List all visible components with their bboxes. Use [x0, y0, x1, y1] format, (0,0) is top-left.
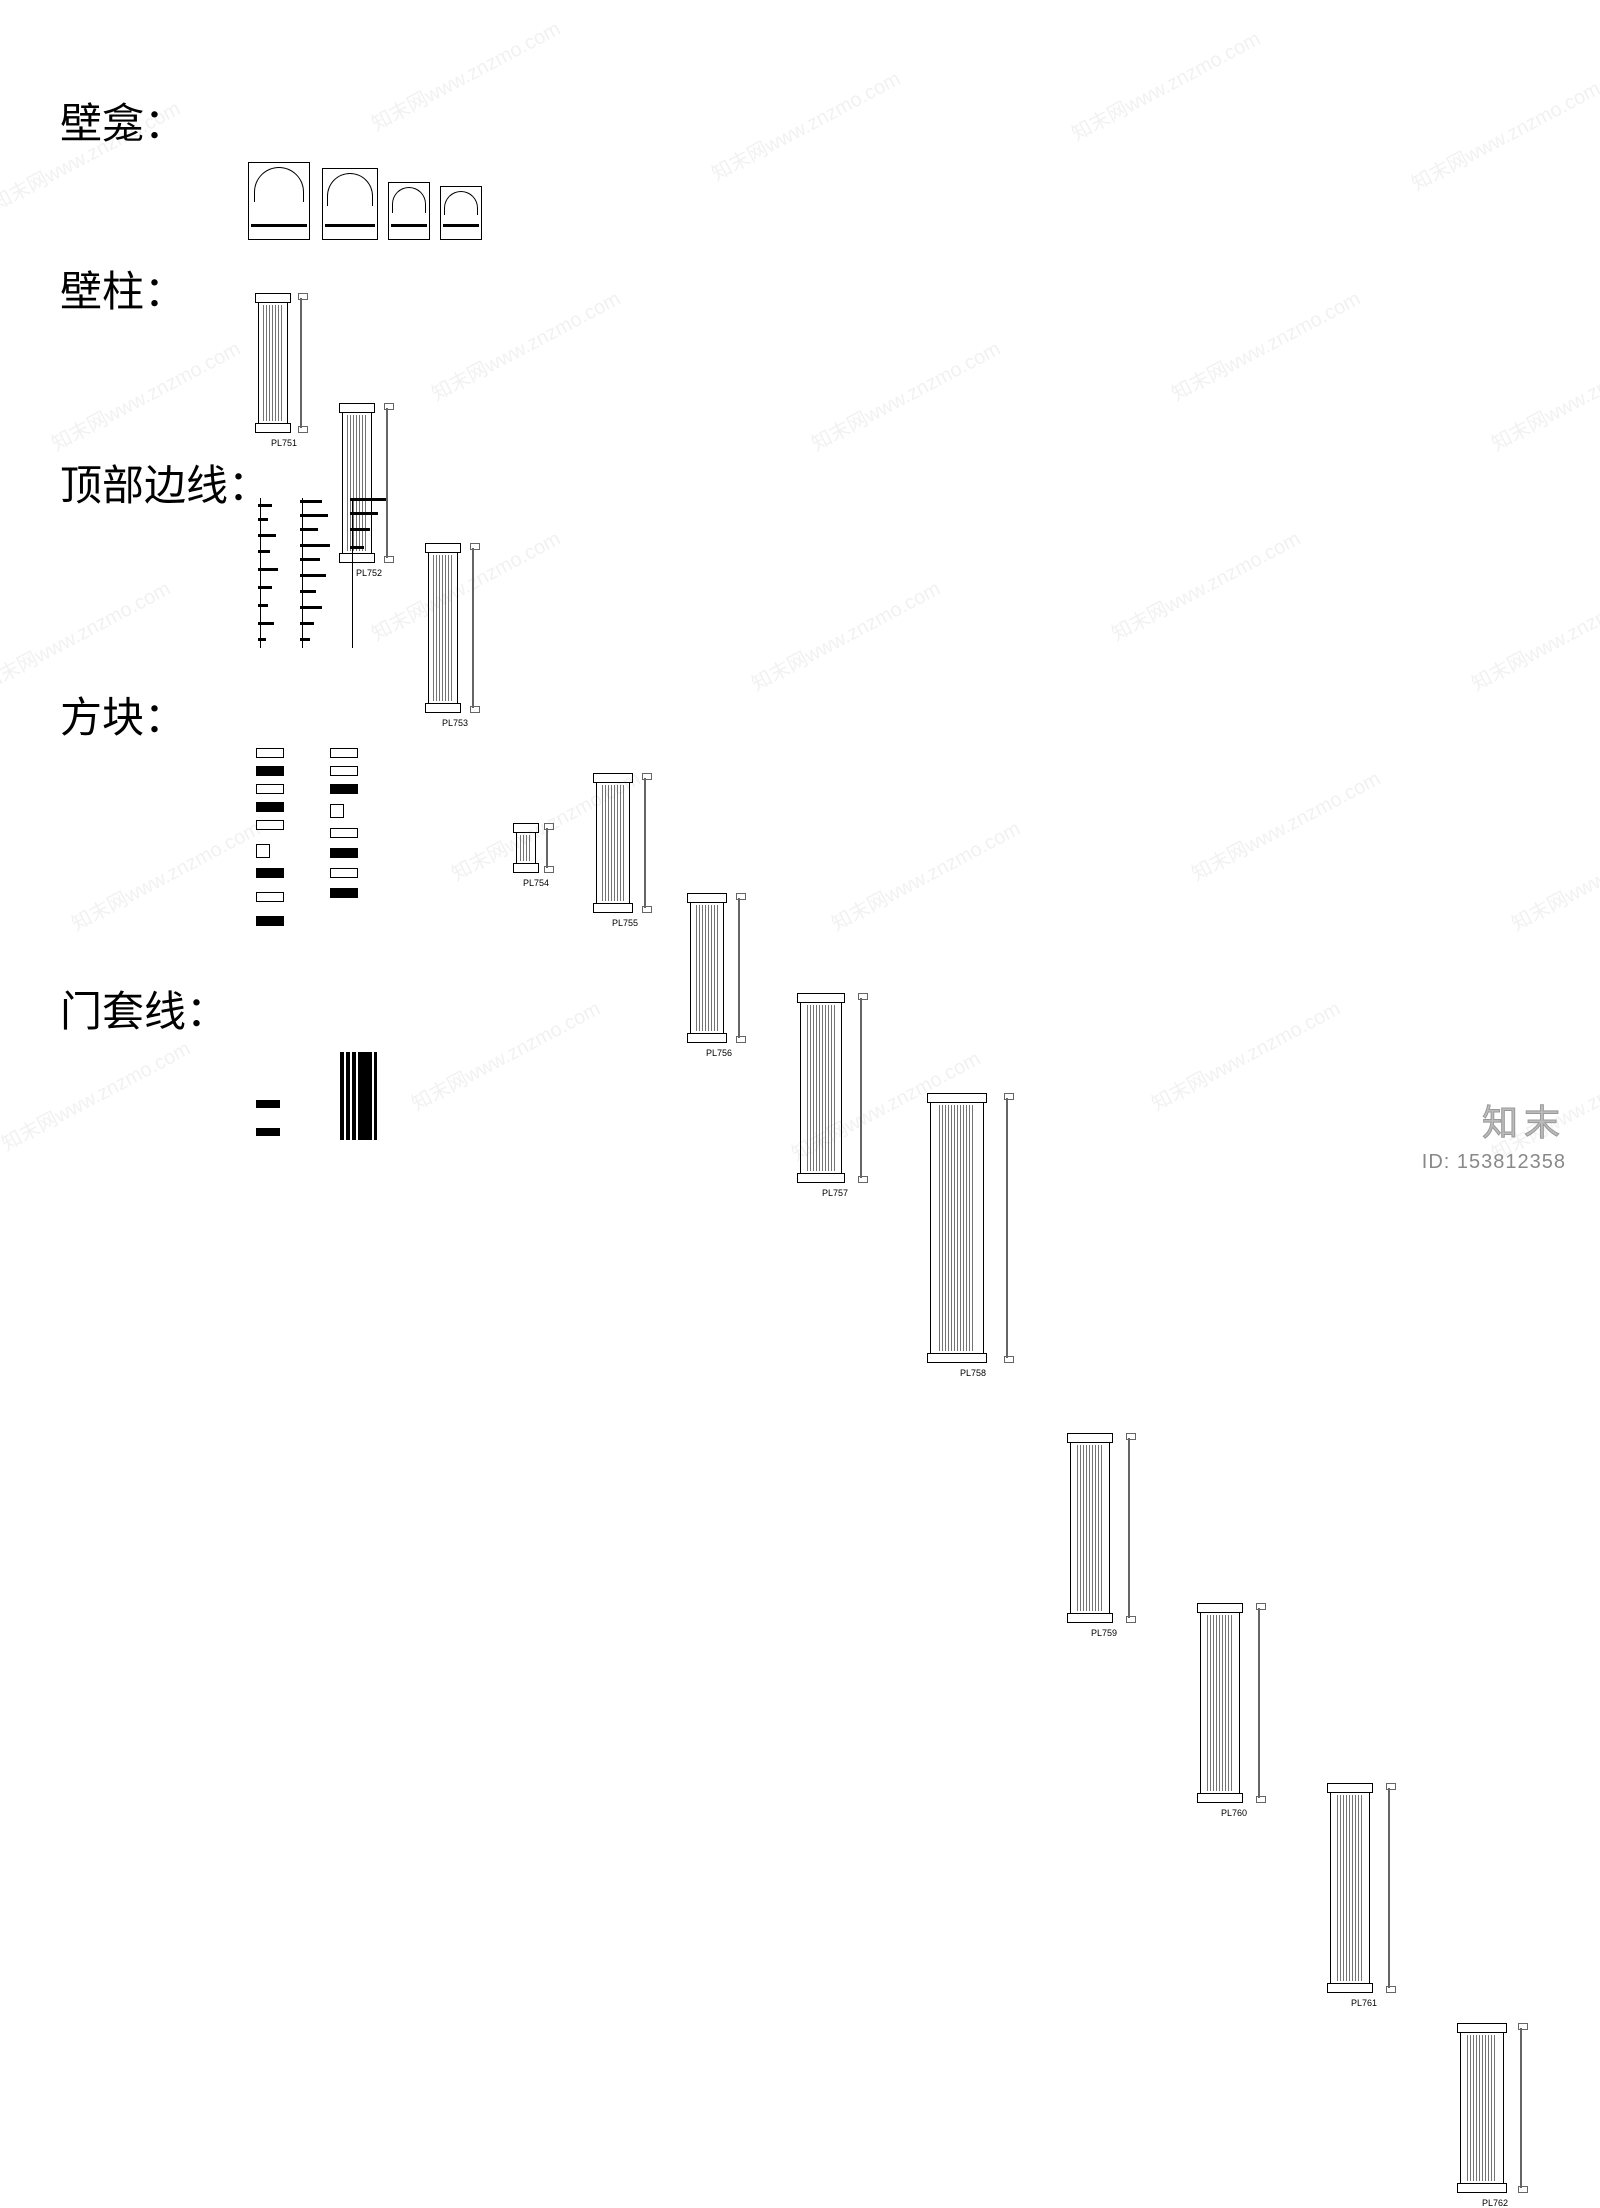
pilaster-label: PL762	[1450, 2198, 1540, 2208]
pilaster-item: PL754	[516, 828, 558, 868]
crown-profile	[350, 498, 400, 648]
pilaster-item: PL761	[1330, 1788, 1400, 1988]
watermark-text: 知末网www.znzmo.com	[825, 812, 1024, 936]
footer-logo: 知末	[1482, 1094, 1566, 1146]
pilaster-item: PL758	[930, 1098, 1018, 1358]
watermark-text: 知末网www.znzmo.com	[1465, 572, 1600, 696]
pilaster-row: PL751PL752PL753PL754PL755PL756PL757PL758…	[0, 0, 1600, 488]
watermark-text: 知末网www.znzmo.com	[405, 992, 604, 1116]
pilaster-label: PL751	[248, 438, 320, 448]
pilaster-label: PL753	[418, 718, 492, 728]
pilaster-label: PL756	[680, 1048, 758, 1058]
section-label-blocks: 方块：	[60, 684, 186, 745]
pilaster-item: PL753	[428, 548, 484, 708]
watermark-text: 知末网www.znzmo.com	[1185, 762, 1384, 886]
pilaster-label: PL758	[920, 1368, 1026, 1378]
pilaster-label: PL754	[506, 878, 566, 888]
pilaster-item: PL755	[596, 778, 656, 908]
watermark-text: 知末网www.znzmo.com	[1505, 812, 1600, 936]
pilaster-item: PL762	[1460, 2028, 1532, 2188]
watermark-text: 知末网www.znzmo.com	[745, 572, 944, 696]
pilaster-label: PL757	[790, 1188, 880, 1198]
block-column	[256, 748, 296, 948]
pilaster-label: PL759	[1060, 1628, 1148, 1638]
watermark-text: 知末网www.znzmo.com	[1145, 992, 1344, 1116]
pilaster-item: PL760	[1200, 1608, 1270, 1798]
pilaster-label: PL760	[1190, 1808, 1278, 1818]
pilaster-item: PL757	[800, 998, 872, 1178]
casing-group	[340, 1052, 400, 1152]
watermark-text: 知末网www.znzmo.com	[1105, 522, 1304, 646]
casing-group	[256, 1052, 316, 1152]
block-column	[330, 748, 370, 948]
footer-id: ID: 153812358	[1422, 1151, 1566, 1174]
watermark-text: 知末网www.znzmo.com	[0, 572, 175, 696]
pilaster-item: PL756	[690, 898, 750, 1038]
pilaster-label: PL755	[586, 918, 664, 928]
watermark-text: 知末网www.znzmo.com	[65, 812, 264, 936]
crown-profile	[300, 498, 350, 648]
pilaster-item: PL751	[258, 298, 312, 428]
pilaster-label: PL761	[1320, 1998, 1408, 2008]
pilaster-item: PL759	[1070, 1438, 1140, 1618]
section-label-casing: 门套线：	[60, 978, 228, 1039]
watermark-text: 知末网www.znzmo.com	[0, 1032, 195, 1156]
